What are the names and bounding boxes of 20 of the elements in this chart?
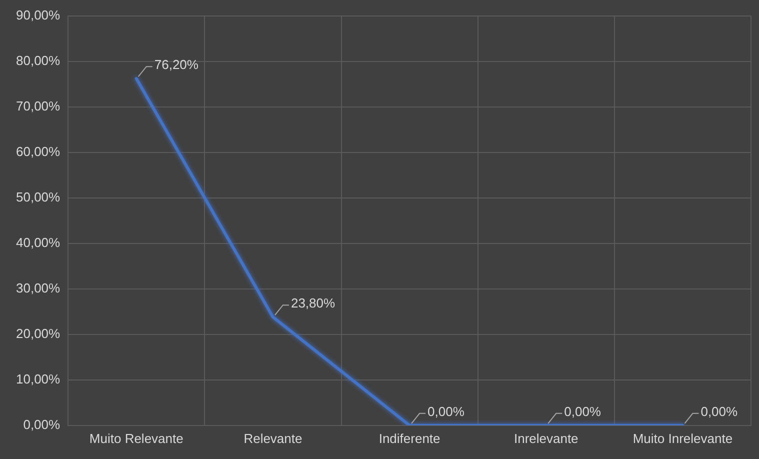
y-tick-label: 90,00% xyxy=(16,7,61,22)
data-label: 0,00% xyxy=(700,404,738,419)
x-tick-label: Inrelevante xyxy=(514,430,578,446)
y-tick-label: 0,00% xyxy=(23,416,61,432)
x-tick-label: Relevante xyxy=(244,430,302,446)
x-tick-label: Muito Relevante xyxy=(89,430,184,446)
y-tick-label: 40,00% xyxy=(16,234,61,250)
y-tick-label: 60,00% xyxy=(16,144,61,159)
data-label: 0,00% xyxy=(428,404,465,419)
y-tick-label: 10,00% xyxy=(16,371,61,386)
y-tick-label: 80,00% xyxy=(16,52,61,68)
x-tick-label: Indiferente xyxy=(378,430,440,446)
data-label: 0,00% xyxy=(564,404,602,419)
data-label: 23,80% xyxy=(290,296,336,311)
y-tick-label: 50,00% xyxy=(16,189,61,204)
x-tick-label: Muito Inrelevante xyxy=(632,430,733,446)
y-tick-label: 70,00% xyxy=(16,98,61,114)
y-tick-label: 30,00% xyxy=(16,280,61,296)
data-label: 76,20% xyxy=(154,57,199,72)
y-tick-label: 20,00% xyxy=(16,326,61,341)
